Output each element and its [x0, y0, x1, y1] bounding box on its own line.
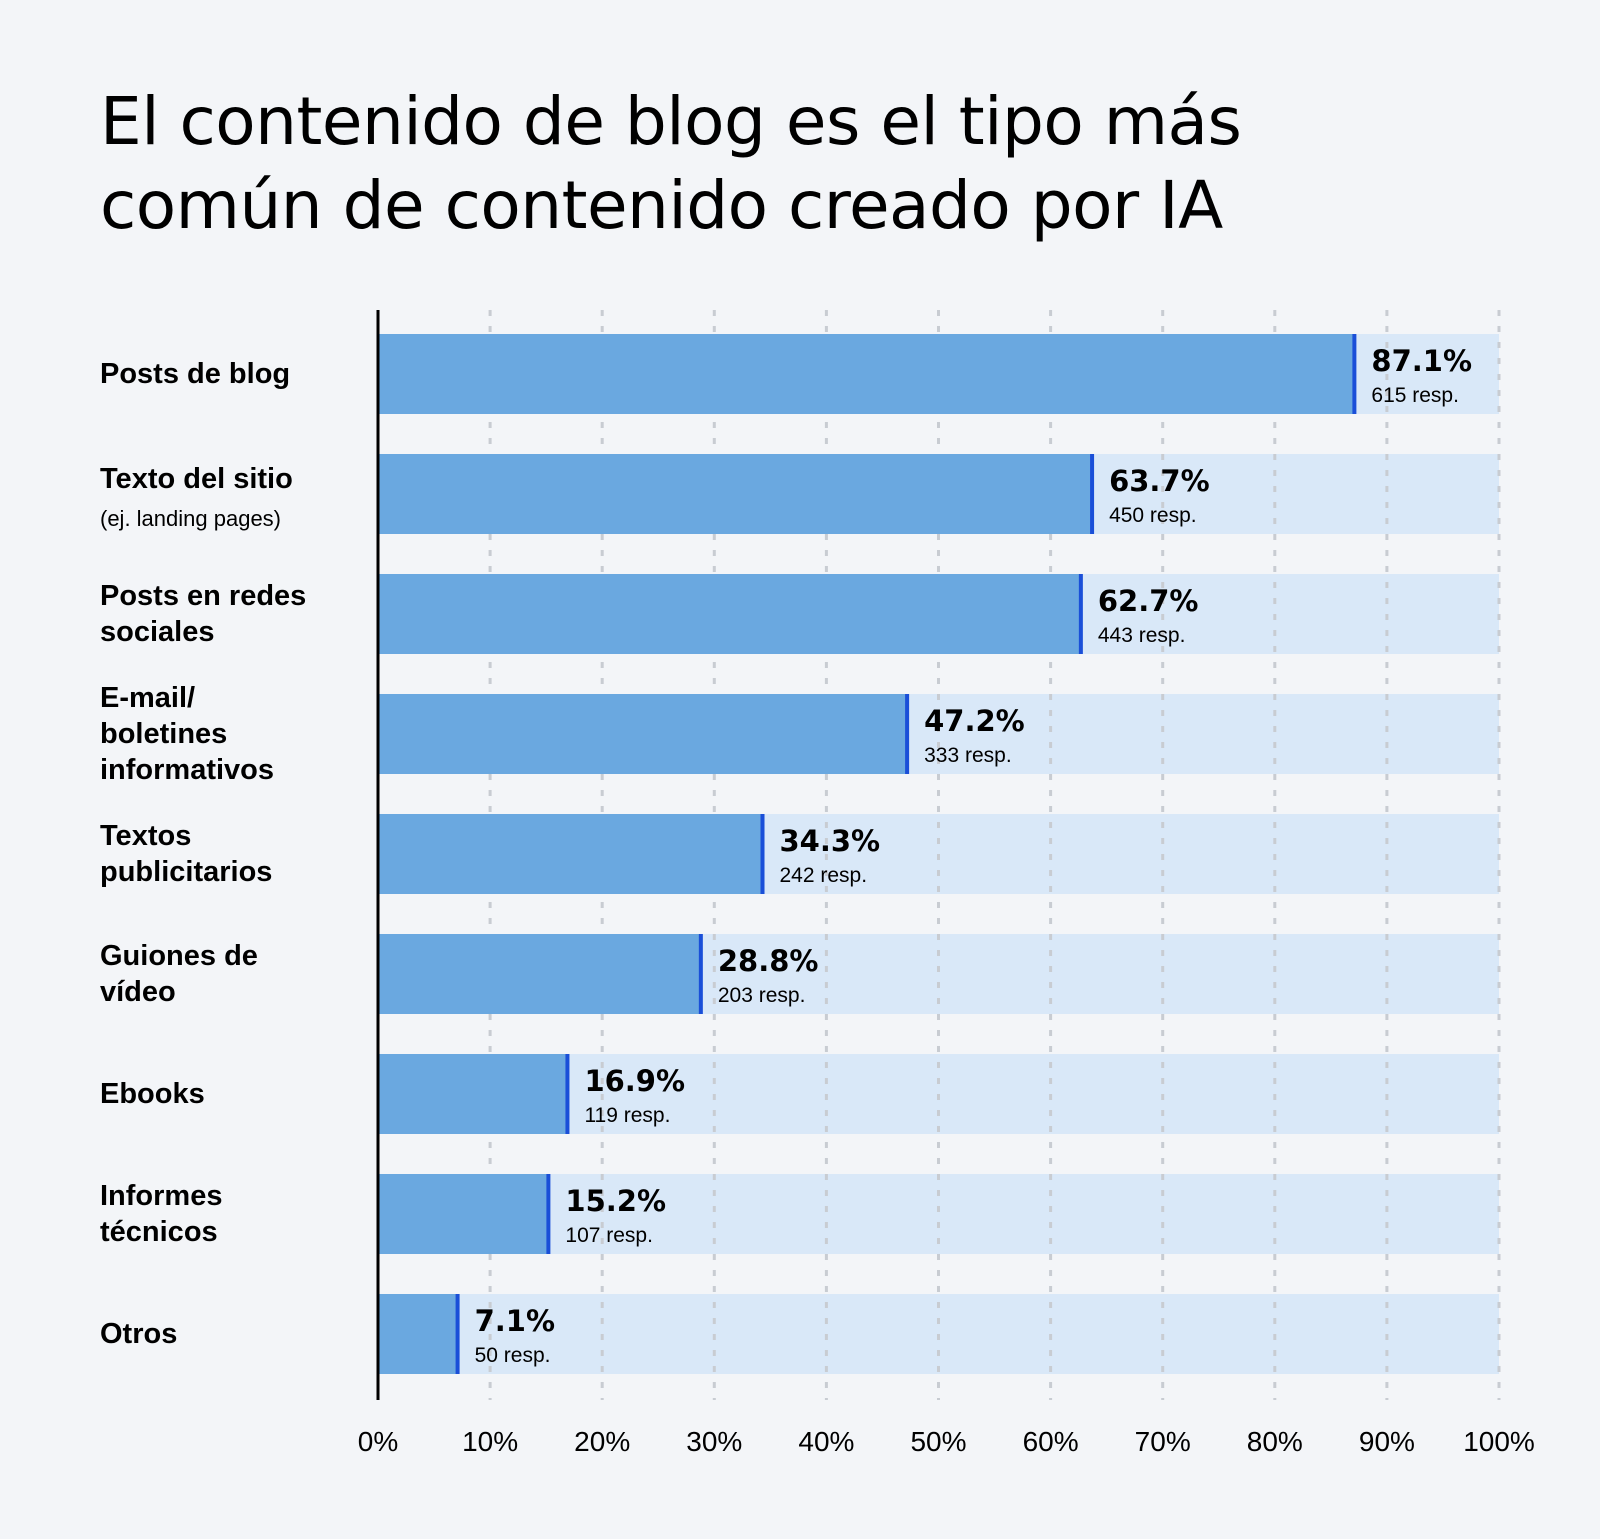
category-label: Ebooks [100, 1078, 205, 1110]
bar-edge [455, 1294, 460, 1374]
bar-edge [1090, 454, 1095, 534]
category-label: Texto del sitio [100, 463, 293, 495]
response-count: 119 resp. [584, 1104, 670, 1127]
x-tick-label: 70% [1135, 1426, 1191, 1457]
bar-edge [760, 814, 765, 894]
x-tick-label: 90% [1359, 1426, 1415, 1457]
value-label: 15.2% [565, 1184, 666, 1218]
x-tick-label: 60% [1023, 1426, 1079, 1457]
category-label: vídeo [100, 976, 176, 1008]
category-label: boletines [100, 718, 227, 750]
bar-edge [565, 1054, 570, 1134]
category-label: Guiones de [100, 940, 258, 972]
category-label: sociales [100, 616, 214, 648]
value-label: 28.8% [718, 944, 819, 978]
response-count: 333 resp. [924, 744, 1012, 767]
x-tick-label: 10% [462, 1426, 518, 1457]
x-tick-label: 100% [1463, 1426, 1535, 1457]
response-count: 203 resp. [718, 984, 806, 1007]
bar [378, 694, 908, 774]
bar [378, 574, 1081, 654]
category-label: informativos [100, 754, 274, 786]
bar [378, 814, 763, 894]
bar-edge [1078, 574, 1083, 654]
category-label: Posts en redes [100, 580, 306, 612]
response-count: 615 resp. [1371, 384, 1459, 407]
category-label: Otros [100, 1318, 177, 1350]
x-tick-label: 0% [358, 1426, 398, 1457]
x-tick-label: 20% [574, 1426, 630, 1457]
bar [378, 1294, 458, 1374]
response-count: 450 resp. [1109, 504, 1197, 527]
bar-edge [1352, 334, 1357, 414]
value-label: 34.3% [780, 824, 881, 858]
category-label: publicitarios [100, 856, 272, 888]
value-label: 87.1% [1371, 344, 1472, 378]
x-tick-label: 80% [1247, 1426, 1303, 1457]
bar-edge [698, 934, 703, 1014]
category-label: técnicos [100, 1216, 218, 1248]
response-count: 443 resp. [1098, 624, 1186, 647]
bar-edge [905, 694, 910, 774]
response-count: 107 resp. [565, 1224, 653, 1247]
x-tick-label: 30% [686, 1426, 742, 1457]
category-sublabel: (ej. landing pages) [100, 506, 281, 531]
response-count: 50 resp. [475, 1344, 551, 1367]
bar [378, 334, 1355, 414]
value-label: 63.7% [1109, 464, 1210, 498]
value-label: 62.7% [1098, 584, 1199, 618]
category-label: E-mail/ [100, 682, 195, 714]
value-label: 16.9% [584, 1064, 685, 1098]
chart-title: El contenido de blog es el tipo más comú… [100, 83, 1242, 244]
category-label: Textos [100, 820, 191, 852]
category-label: Informes [100, 1180, 222, 1212]
bar-edge [546, 1174, 551, 1254]
response-count: 242 resp. [780, 864, 868, 887]
bar [378, 1174, 549, 1254]
value-label: 7.1% [475, 1304, 555, 1338]
category-label: Posts de blog [100, 358, 290, 390]
bar [378, 454, 1093, 534]
x-tick-label: 40% [798, 1426, 854, 1457]
x-tick-label: 50% [910, 1426, 966, 1457]
bar [378, 934, 701, 1014]
bar [378, 1054, 568, 1134]
value-label: 47.2% [924, 704, 1025, 738]
